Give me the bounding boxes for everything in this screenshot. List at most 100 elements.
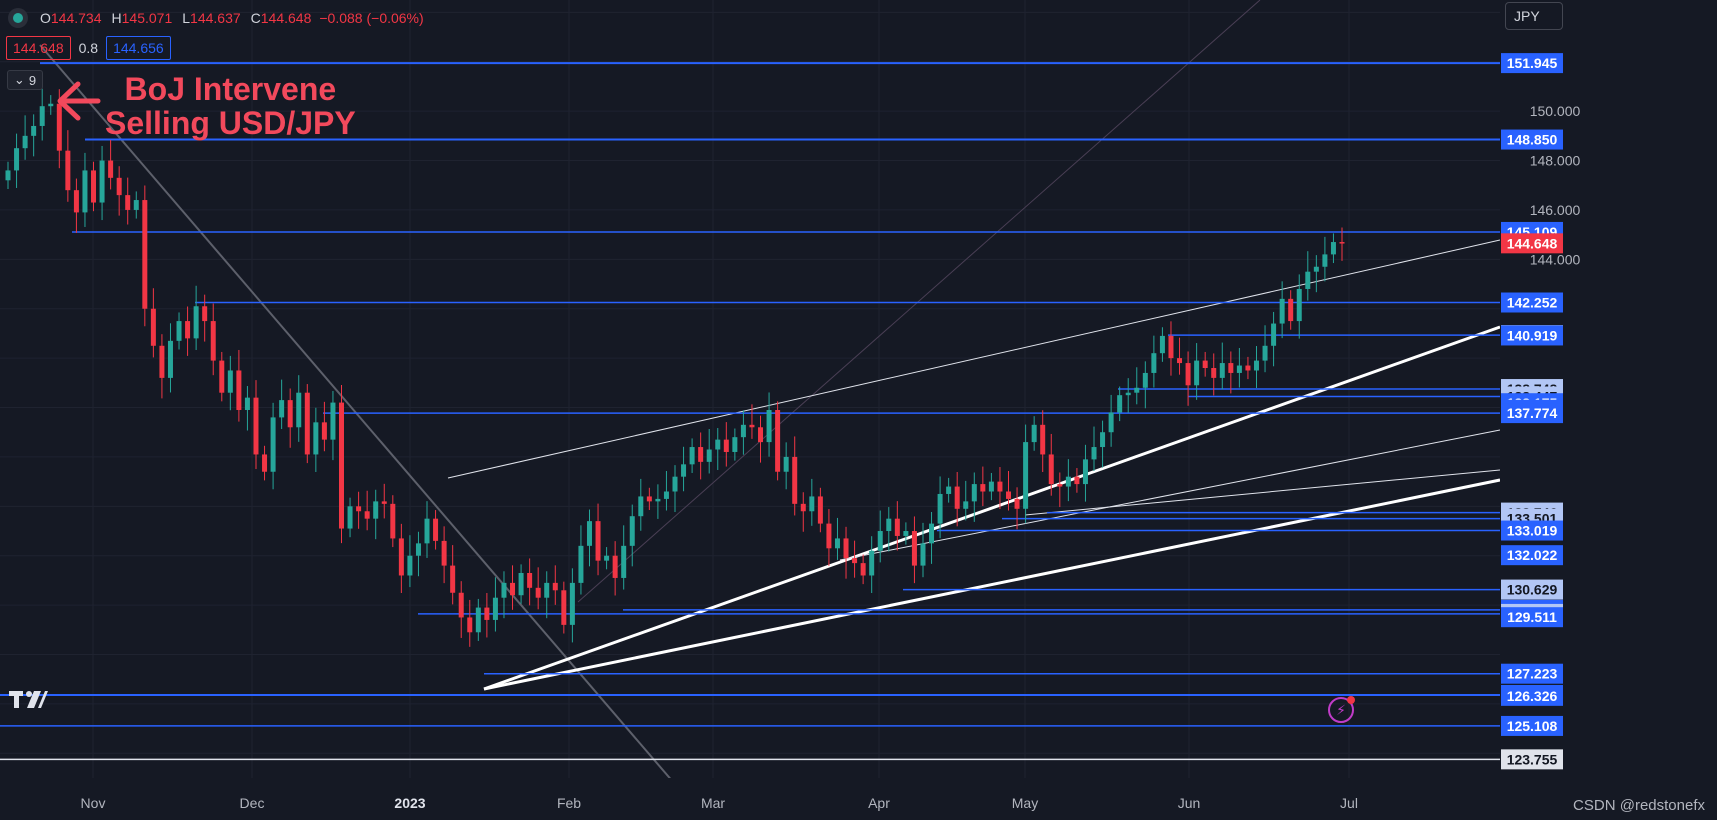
candle xyxy=(296,392,302,428)
price-tick-label: 150.000 xyxy=(1530,103,1581,119)
open-value: 144.734 xyxy=(50,10,102,26)
tradingview-logo-icon[interactable] xyxy=(8,688,48,710)
trendline xyxy=(483,325,1501,691)
candle xyxy=(775,409,781,472)
candle xyxy=(621,545,627,578)
candle xyxy=(1125,392,1131,396)
price-tick-label: 148.000 xyxy=(1530,153,1581,169)
candle xyxy=(202,306,208,322)
candle xyxy=(903,531,909,536)
sell-button[interactable]: 144.648 xyxy=(6,36,71,60)
candle xyxy=(946,486,952,494)
trendline xyxy=(447,239,1501,479)
time-tick-label: Dec xyxy=(240,795,265,811)
price-label: 151.945 xyxy=(1507,55,1558,71)
candle xyxy=(544,582,550,598)
candle xyxy=(227,370,233,393)
candle xyxy=(1253,360,1259,371)
close-value: 144.648 xyxy=(260,10,312,26)
time-tick-label: May xyxy=(1012,795,1038,811)
candle xyxy=(1014,498,1020,509)
candle xyxy=(1288,298,1294,322)
candle xyxy=(398,538,404,576)
price-label: 137.774 xyxy=(1507,405,1558,421)
low-value: 144.637 xyxy=(190,10,241,26)
symbol-status-icon[interactable] xyxy=(8,8,28,28)
candle xyxy=(253,397,259,455)
price-label-box xyxy=(1501,520,1563,541)
watermark: CSDN @redstonefx xyxy=(1573,797,1705,814)
candle xyxy=(723,439,729,452)
candle xyxy=(116,177,122,196)
candle xyxy=(1031,424,1037,443)
candle xyxy=(894,518,900,536)
candle xyxy=(561,590,567,625)
candle xyxy=(655,498,661,502)
candle xyxy=(911,531,917,566)
candle xyxy=(1305,271,1311,289)
time-axis[interactable]: Nov Dec 2023 Feb Mar Apr May Jun Jul xyxy=(0,778,1717,820)
candle xyxy=(1100,432,1106,448)
candle xyxy=(330,402,336,440)
price-tick-label: 146.000 xyxy=(1530,202,1581,218)
candle xyxy=(792,456,798,504)
candle xyxy=(963,501,969,509)
indicators-toggle-button[interactable]: ⌄ 9 xyxy=(7,70,43,90)
candle xyxy=(82,170,88,213)
annotation-text: BoJ Intervene Selling USD/JPY xyxy=(105,71,356,141)
trade-panel: 144.648 0.8 144.656 xyxy=(6,36,171,60)
candle xyxy=(407,555,413,576)
candle xyxy=(99,160,105,203)
trendline xyxy=(839,429,1501,561)
candle xyxy=(484,607,490,620)
candle xyxy=(527,573,533,588)
price-label-box xyxy=(1501,663,1563,684)
candle xyxy=(373,501,379,519)
price-label: 133.019 xyxy=(1507,523,1558,539)
candles xyxy=(5,88,1345,647)
candle xyxy=(1262,345,1268,361)
candle xyxy=(167,340,173,378)
candle xyxy=(1330,242,1336,255)
candle xyxy=(1168,335,1174,359)
spread-value: 0.8 xyxy=(78,40,99,56)
candle xyxy=(424,518,430,544)
lightning-icon[interactable]: ⚡ xyxy=(1328,696,1355,723)
trendline xyxy=(577,0,1261,603)
candle xyxy=(980,484,986,492)
price-label: 130.629 xyxy=(1507,582,1558,598)
high-value: 145.071 xyxy=(121,10,173,26)
trendline xyxy=(1024,469,1501,516)
candle xyxy=(852,558,858,564)
price-axis[interactable]: 150.000 148.000 146.000 144.000 151.945 148.8… xyxy=(1500,0,1717,778)
candle xyxy=(150,308,156,346)
trendline xyxy=(39,44,681,791)
horizontal-levels xyxy=(0,62,1500,761)
candle xyxy=(1040,424,1046,455)
candle xyxy=(706,449,712,462)
price-label: 132.022 xyxy=(1507,547,1558,563)
price-label: 125.108 xyxy=(1507,718,1558,734)
candle xyxy=(364,511,370,519)
candle xyxy=(450,565,456,593)
time-tick-label: Apr xyxy=(868,795,890,811)
candle xyxy=(826,523,832,549)
currency-button[interactable]: JPY xyxy=(1505,2,1563,30)
high-label: H xyxy=(111,10,122,26)
candle xyxy=(929,523,935,544)
buy-button[interactable]: 144.656 xyxy=(106,36,171,60)
candle xyxy=(552,582,558,591)
candle xyxy=(22,135,28,149)
price-label-box xyxy=(1501,715,1563,736)
candle xyxy=(783,456,789,472)
candle xyxy=(920,543,926,566)
candle xyxy=(48,103,54,107)
ohlc-legend: O 144.734 H 145.071 L 144.637 C 144.648 −0.0… xyxy=(8,6,432,30)
trendline xyxy=(483,478,1501,691)
close-label: C xyxy=(250,10,261,26)
price-label: 126.326 xyxy=(1507,688,1558,704)
candle xyxy=(304,392,310,455)
time-tick-label: Nov xyxy=(81,795,106,811)
candle xyxy=(1313,266,1319,272)
